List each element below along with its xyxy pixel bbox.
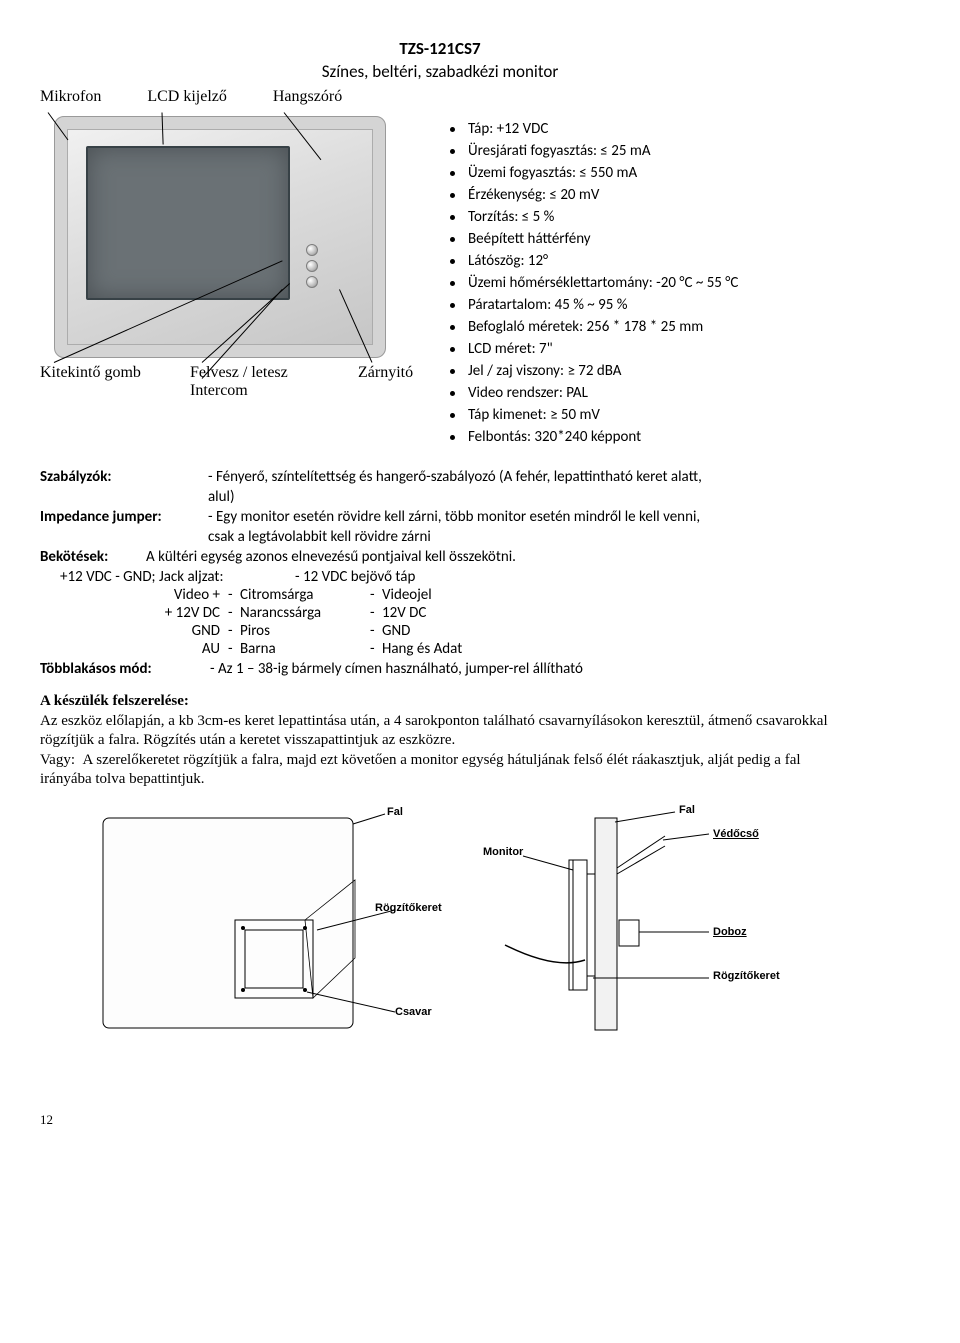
bottom-labels: Kitekintő gomb Felvesz / letesz Zárnyitó	[40, 364, 450, 382]
figlabel2-fal: Fal	[679, 804, 695, 816]
wiring-head-left: +12 VDC - GND; Jack aljzat:	[40, 568, 295, 586]
spec-item: Torzítás: ≤ 5 %	[450, 208, 738, 226]
label-intercom: Intercom	[190, 382, 450, 400]
spec-item: Jel / zaj viszony: ≥ 72 dBA	[450, 362, 738, 380]
install-or: Vagy:	[40, 752, 75, 768]
wiring-c1: GND	[40, 622, 228, 640]
wiring-c2: Piros	[240, 622, 370, 640]
val-szabalyzok-2: alul)	[208, 488, 840, 506]
spec-item: Üresjárati fogyasztás: ≤ 25 mA	[450, 142, 738, 160]
wiring-c1: AU	[40, 640, 228, 658]
spec-item: Érzékenység: ≤ 20 mV	[450, 186, 738, 204]
model-title: TZS-121CS7	[40, 38, 840, 59]
spec-item: Beépített háttérfény	[450, 230, 738, 248]
val-impedance-2: csak a legtávolabbit kell rövidre zárni	[208, 528, 840, 546]
figlabel2-dob: Doboz	[713, 926, 747, 938]
figlabel2-rog: Rögzítőkeret	[713, 970, 780, 982]
install-p1: Az eszköz előlapján, a kb 3cm-es keret l…	[40, 712, 840, 751]
val-tobblakasos: - Az 1 – 38-ig bármely címen használható…	[210, 660, 583, 678]
spec-list: Táp: +12 VDC Üresjárati fogyasztás: ≤ 25…	[450, 120, 738, 450]
figure-wall-bracket: Fal Rögzítőkeret Csavar	[95, 810, 435, 1040]
val-szabalyzok: - Fényerő, színtelítettség és hangerő-sz…	[208, 468, 840, 486]
wiring-c2: Citromsárga	[240, 586, 370, 604]
label-szabalyzok: Szabályzók:	[40, 468, 208, 486]
spec-item: Táp kimenet: ≥ 50 mV	[450, 406, 738, 424]
wiring-c4: 12V DC	[382, 604, 840, 622]
label-impedance: Impedance jumper:	[40, 508, 208, 526]
wiring-head-right: - 12 VDC bejövő táp	[295, 568, 415, 586]
figure-mounted-monitor: Fal Védőcső Monitor Doboz Rögzítőkeret	[465, 810, 785, 1040]
label-mic: Mikrofon	[40, 88, 101, 106]
label-speaker: Hangszóró	[273, 88, 342, 106]
val-impedance: - Egy monitor esetén rövidre kell zárni,…	[208, 508, 840, 526]
device-illustration	[54, 116, 384, 356]
wiring-c4: Videojel	[382, 586, 840, 604]
label-answer: Felvesz / letesz	[190, 364, 350, 382]
wiring-c1: + 12V DC	[40, 604, 228, 622]
wiring-c4: Hang és Adat	[382, 640, 840, 658]
spec-item: Üzemi fogyasztás: ≤ 550 mA	[450, 164, 738, 182]
label-door: Zárnyitó	[358, 364, 448, 382]
label-bekotesek: Bekötések:	[40, 548, 146, 566]
label-tobblakasos: Többlakásos mód:	[40, 660, 210, 678]
spec-item: Befoglaló méretek: 256 * 178 * 25 mm	[450, 318, 738, 336]
figlabel-rogzito: Rögzítőkeret	[375, 902, 442, 914]
page-number: 12	[40, 1112, 840, 1128]
spec-item: Video rendszer: PAL	[450, 384, 738, 402]
spec-item: Látószög: 12°	[450, 252, 738, 270]
val-bekotesek: A kültéri egység azonos elnevezésű pontj…	[146, 548, 516, 566]
install-header: A készülék felszerelése:	[40, 692, 840, 712]
wiring-c1: Video +	[40, 586, 228, 604]
label-lcd: LCD kijelző	[147, 88, 227, 106]
figlabel-csavar: Csavar	[395, 1006, 432, 1018]
top-labels: Mikrofon LCD kijelző Hangszóró	[40, 88, 840, 106]
spec-item: Üzemi hőmérséklettartomány: -20 °C ~ 55 …	[450, 274, 738, 292]
figlabel2-ved: Védőcső	[713, 828, 759, 840]
spec-item: Páratartalom: 45 % ~ 95 %	[450, 296, 738, 314]
figlabel2-monitor: Monitor	[483, 846, 523, 858]
figlabel-fal: Fal	[387, 806, 403, 818]
spec-item: Felbontás: 320*240 képpont	[450, 428, 738, 446]
wiring-c2: Narancssárga	[240, 604, 370, 622]
install-p2: A szerelőkeretet rögzítjük a falra, majd…	[40, 752, 801, 788]
spec-item: Táp: +12 VDC	[450, 120, 738, 138]
wiring-c2: Barna	[240, 640, 370, 658]
label-lookout: Kitekintő gomb	[40, 364, 190, 382]
wiring-c4: GND	[382, 622, 840, 640]
spec-item: LCD méret: 7"	[450, 340, 738, 358]
subtitle: Színes, beltéri, szabadkézi monitor	[40, 61, 840, 82]
